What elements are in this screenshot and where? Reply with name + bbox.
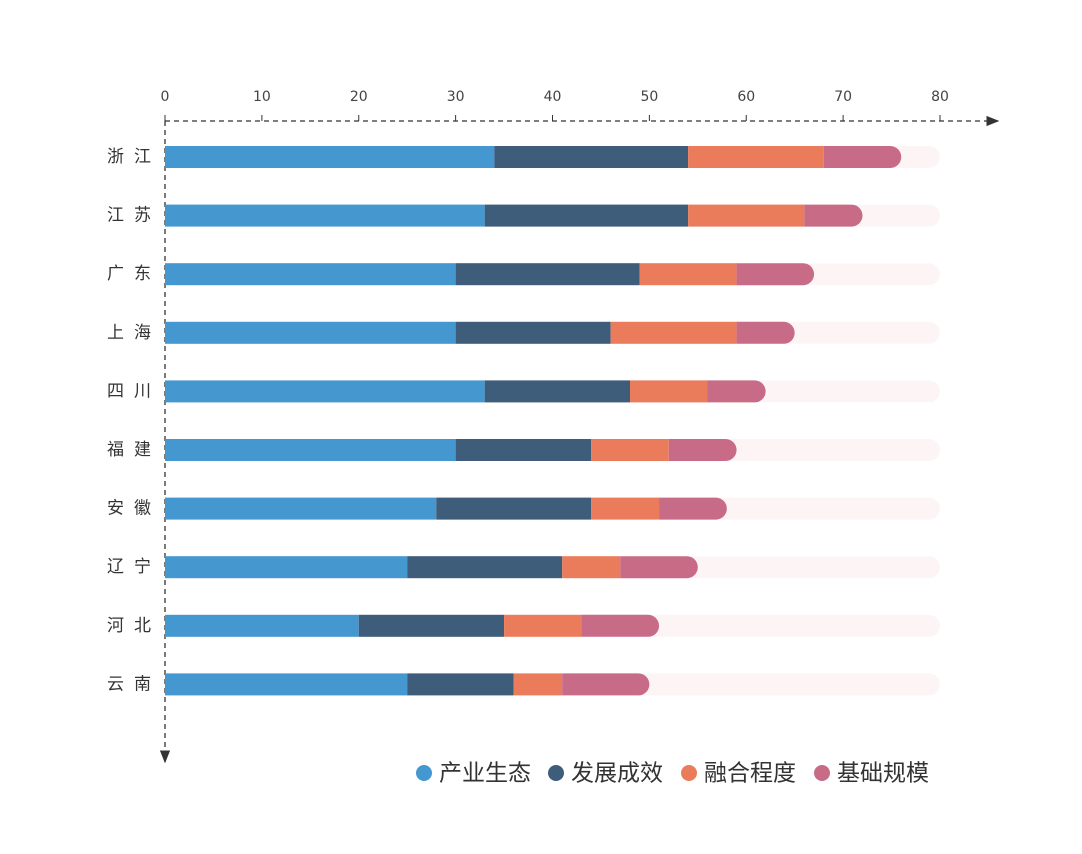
bar-segment: [581, 614, 660, 637]
bar-segment: [165, 673, 408, 696]
y-tick-label: 浙江: [107, 147, 161, 167]
bar-segment: [504, 614, 582, 637]
bar-segment: [639, 263, 737, 286]
x-tick-label: 0: [161, 89, 170, 105]
bar-segment: [736, 263, 815, 286]
x-tick-label: 20: [350, 89, 368, 105]
legend-marker: [416, 765, 432, 781]
legend-marker: [681, 765, 697, 781]
y-tick-label: 上海: [107, 323, 161, 343]
x-tick-label: 70: [834, 89, 852, 105]
bar-segment: [165, 497, 437, 520]
bar-segment: [736, 321, 795, 344]
legend-marker: [814, 765, 830, 781]
legend-label: 基础规模: [837, 761, 929, 787]
y-tick-label: 辽宁: [107, 557, 161, 577]
legend-marker: [548, 765, 564, 781]
x-tick-label: 60: [737, 89, 755, 105]
bar-segment: [823, 146, 902, 168]
bar-segment: [455, 439, 592, 461]
legend-label: 产业生态: [439, 761, 531, 787]
bar-segment: [165, 263, 456, 286]
bar-segment: [165, 439, 456, 461]
bar-segment: [688, 204, 805, 227]
x-tick-label: 40: [544, 89, 562, 105]
bar-segment: [358, 614, 505, 637]
bar-segment: [620, 556, 698, 579]
bar-segment: [591, 439, 669, 461]
bar-segment: [484, 380, 630, 403]
bar-segment: [407, 673, 514, 696]
bar-segment: [455, 321, 611, 344]
bar-segment: [165, 556, 408, 579]
bar-segment: [707, 380, 766, 403]
y-tick-label: 安徽: [107, 499, 161, 519]
bar-segment: [610, 321, 737, 344]
y-tick-label: 广东: [107, 264, 161, 284]
bar-segment: [562, 673, 650, 696]
y-tick-label: 河北: [107, 616, 161, 636]
x-tick-label: 10: [253, 89, 271, 105]
bar-segment: [494, 146, 689, 168]
bar-segment: [562, 556, 621, 579]
bar-segment: [436, 497, 592, 520]
bar-segment: [165, 380, 485, 403]
bar-segment: [688, 146, 824, 168]
y-tick-label: 云南: [107, 674, 161, 694]
x-tick-label: 50: [640, 89, 658, 105]
bar-segment: [407, 556, 563, 579]
y-tick-label: 江苏: [107, 206, 161, 226]
bar-segment: [165, 204, 485, 227]
bar-segment: [455, 263, 640, 286]
x-tick-label: 30: [447, 89, 465, 105]
x-tick-label: 80: [931, 89, 949, 105]
bar-segment: [165, 146, 495, 168]
bar-segment: [804, 204, 863, 227]
bar-segment: [659, 497, 727, 520]
y-tick-label: 四川: [107, 381, 161, 401]
legend-label: 发展成效: [571, 761, 663, 787]
bar-segment: [668, 439, 737, 461]
bar-segment: [630, 380, 708, 403]
legend-label: 融合程度: [704, 761, 796, 787]
bar-segment: [484, 204, 689, 227]
bar-segment: [591, 497, 660, 520]
bar-segment: [513, 673, 563, 696]
y-tick-label: 福建: [107, 440, 161, 460]
bar-segment: [165, 614, 359, 637]
bar-segment: [165, 321, 456, 344]
